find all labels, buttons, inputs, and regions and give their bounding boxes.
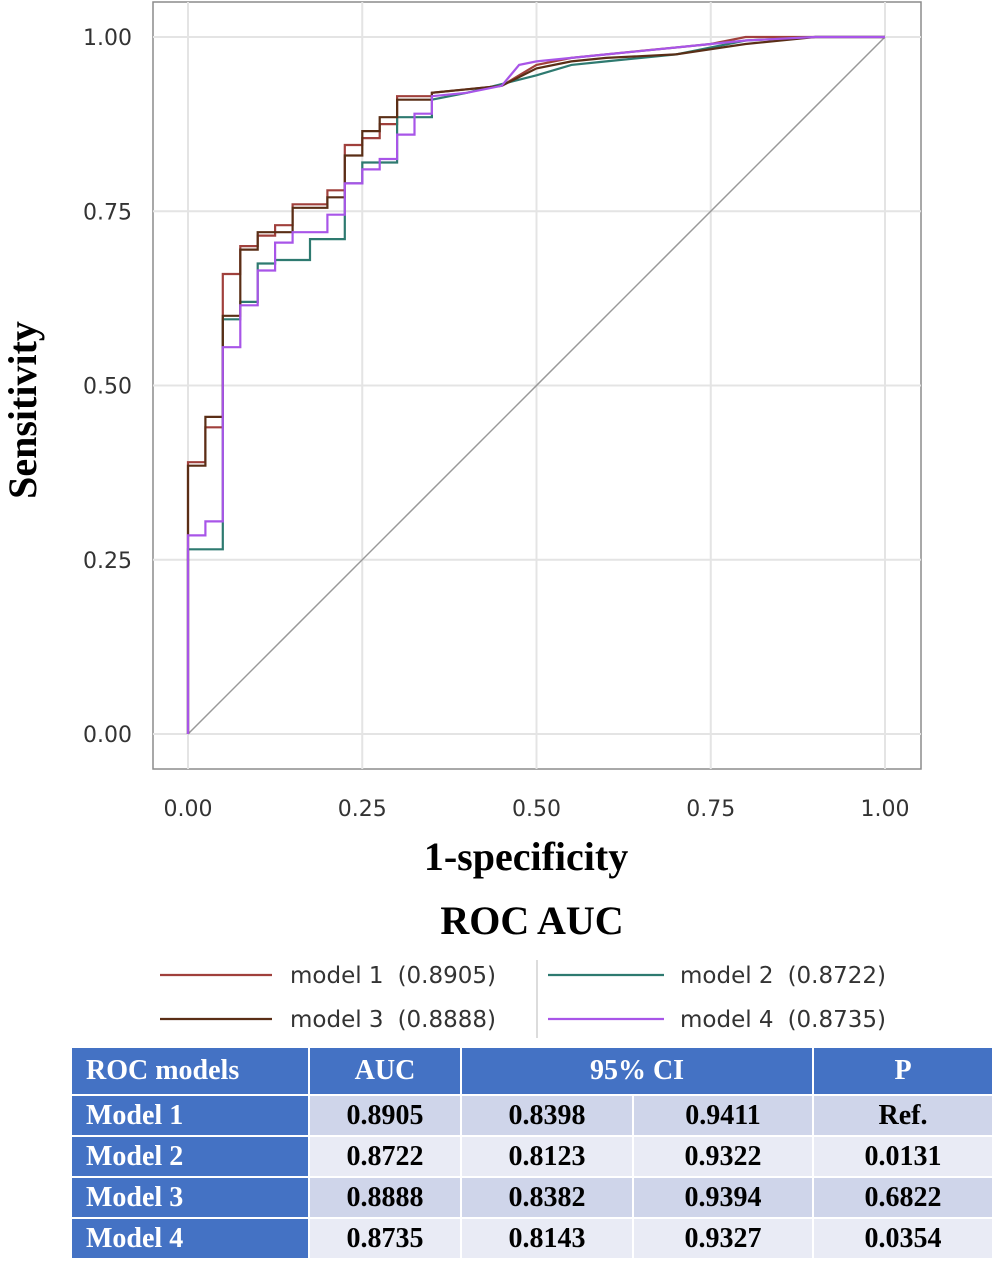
legend-label: model 2 (0.8722) [680,963,886,989]
legend-label: model 1 (0.8905) [290,963,496,989]
cell-p: Ref. [814,1096,992,1135]
table-row: Model 1 0.8905 0.8398 0.9411 Ref. [72,1096,992,1135]
roc-chart: 0.00 0.25 0.50 0.75 1.00 0.00 0.25 0.50 0.75 1.0… [0,1,922,1038]
auc-table: ROC models AUC 95% CI P Model 1 0.8905 0… [70,1046,994,1260]
cell-ci-high: 0.9327 [634,1219,812,1258]
cell-ci-low: 0.8382 [462,1178,632,1217]
y-tick-label: 1.00 [83,26,132,51]
legend-series-name: model 2 [680,963,774,989]
cell-auc: 0.8888 [310,1178,460,1217]
cell-ci-low: 0.8123 [462,1137,632,1176]
cell-p: 0.0354 [814,1219,992,1258]
cell-p: 0.6822 [814,1178,992,1217]
table-row: Model 3 0.8888 0.8382 0.9394 0.6822 [72,1178,992,1217]
x-tick-label: 1.00 [861,797,910,822]
roc-curves [186,35,885,734]
cell-ci-high: 0.9322 [634,1137,812,1176]
legend-item-model-2: model 2 (0.8722) [548,963,886,989]
cell-ci-low: 0.8143 [462,1219,632,1258]
legend-series-name: model 1 [290,963,384,989]
y-tick-label: 0.75 [83,200,132,225]
header-roc-models: ROC models [72,1048,308,1094]
cell-p: 0.0131 [814,1137,992,1176]
y-tick-label: 0.00 [83,723,132,748]
legend: model 1 (0.8905) model 2 (0.8722) model 3 (0.… [160,960,886,1038]
auc-table-container: ROC models AUC 95% CI P Model 1 0.8905 0… [70,1046,995,1260]
cell-ci-high: 0.9394 [634,1178,812,1217]
cell-model: Model 3 [72,1178,308,1217]
legend-series-name: model 3 [290,1007,384,1033]
legend-item-model-3: model 3 (0.8888) [160,1007,496,1033]
header-auc: AUC [310,1048,460,1094]
roc-chart-svg: 0.00 0.25 0.50 0.75 1.00 0.00 0.25 0.50 0.75 1.0… [0,1,922,1038]
legend-auc-value: (0.8722) [788,963,886,989]
header-p: P [814,1048,992,1094]
legend-auc-value: (0.8905) [398,963,496,989]
legend-item-model-4: model 4 (0.8735) [548,1007,886,1033]
roc-curve-model-3 [186,35,885,734]
x-tick-label: 0.50 [512,797,561,822]
cell-model: Model 2 [72,1137,308,1176]
cell-ci-high: 0.9411 [634,1096,812,1135]
cell-model: Model 4 [72,1219,308,1258]
x-tick-label: 0.25 [338,797,387,822]
legend-label: model 4 (0.8735) [680,1007,886,1033]
x-tick-label: 0.75 [686,797,735,822]
y-tick-labels: 0.00 0.25 0.50 0.75 1.00 [83,26,132,748]
y-axis-title: Sensitivity [0,321,45,499]
legend-title: ROC AUC [440,898,623,943]
roc-curve-model-4 [186,35,885,734]
cell-model: Model 1 [72,1096,308,1135]
cell-auc: 0.8735 [310,1219,460,1258]
y-tick-label: 0.25 [83,549,132,574]
cell-auc: 0.8905 [310,1096,460,1135]
legend-auc-value: (0.8735) [788,1007,886,1033]
legend-series-name: model 4 [680,1007,774,1033]
table-header-row: ROC models AUC 95% CI P [72,1048,992,1094]
table-row: Model 2 0.8722 0.8123 0.9322 0.0131 [72,1137,992,1176]
y-tick-label: 0.50 [83,375,132,400]
cell-auc: 0.8722 [310,1137,460,1176]
legend-item-model-1: model 1 (0.8905) [160,963,496,989]
reference-diagonal [187,36,886,735]
cell-ci-low: 0.8398 [462,1096,632,1135]
legend-label: model 3 (0.8888) [290,1007,496,1033]
legend-auc-value: (0.8888) [398,1007,496,1033]
x-tick-labels: 0.00 0.25 0.50 0.75 1.00 [164,797,910,822]
header-95ci: 95% CI [462,1048,812,1094]
table-row: Model 4 0.8735 0.8143 0.9327 0.0354 [72,1219,992,1258]
x-axis-title: 1-specificity [424,834,628,879]
x-tick-label: 0.00 [164,797,213,822]
